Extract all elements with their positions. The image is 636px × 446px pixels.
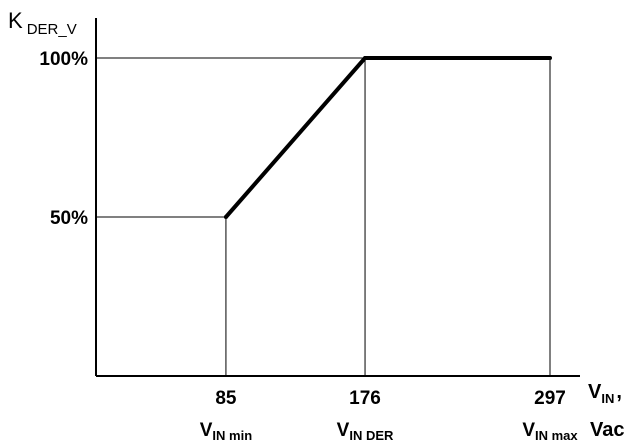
x-axis-unit: Vac xyxy=(590,419,624,441)
x-axis-label-suffix: , xyxy=(616,381,622,403)
y-tick-label: 50% xyxy=(50,208,88,229)
x-axis-label-sub: IN xyxy=(601,391,614,406)
data-point xyxy=(548,56,552,60)
y-axis-label-main: K xyxy=(8,8,23,33)
y-axis-label-sub: DER_V xyxy=(27,21,77,38)
x-tick-name: VIN min xyxy=(200,420,252,443)
y-tick-label: 100% xyxy=(39,49,88,70)
y-axis-label: K DER_V xyxy=(8,8,77,38)
series-line xyxy=(224,56,550,219)
x-tick-name: VIN max xyxy=(522,420,578,443)
x-axis-label-main: V xyxy=(588,381,602,403)
x-axis-label: VIN, xyxy=(588,381,622,406)
data-point xyxy=(363,56,368,60)
x-tick-label: 85 xyxy=(215,388,237,409)
guide-lines xyxy=(96,57,551,376)
x-tick-label: 297 xyxy=(534,388,566,409)
series-group xyxy=(223,56,552,219)
data-point xyxy=(223,215,228,219)
axes xyxy=(95,18,580,377)
x-tick-name: VIN DER xyxy=(337,420,394,443)
tick-labels: 50% 100% 85 VIN min 176 VIN DER 297 VIN max xyxy=(39,49,578,443)
x-tick-label: 176 xyxy=(349,388,381,409)
